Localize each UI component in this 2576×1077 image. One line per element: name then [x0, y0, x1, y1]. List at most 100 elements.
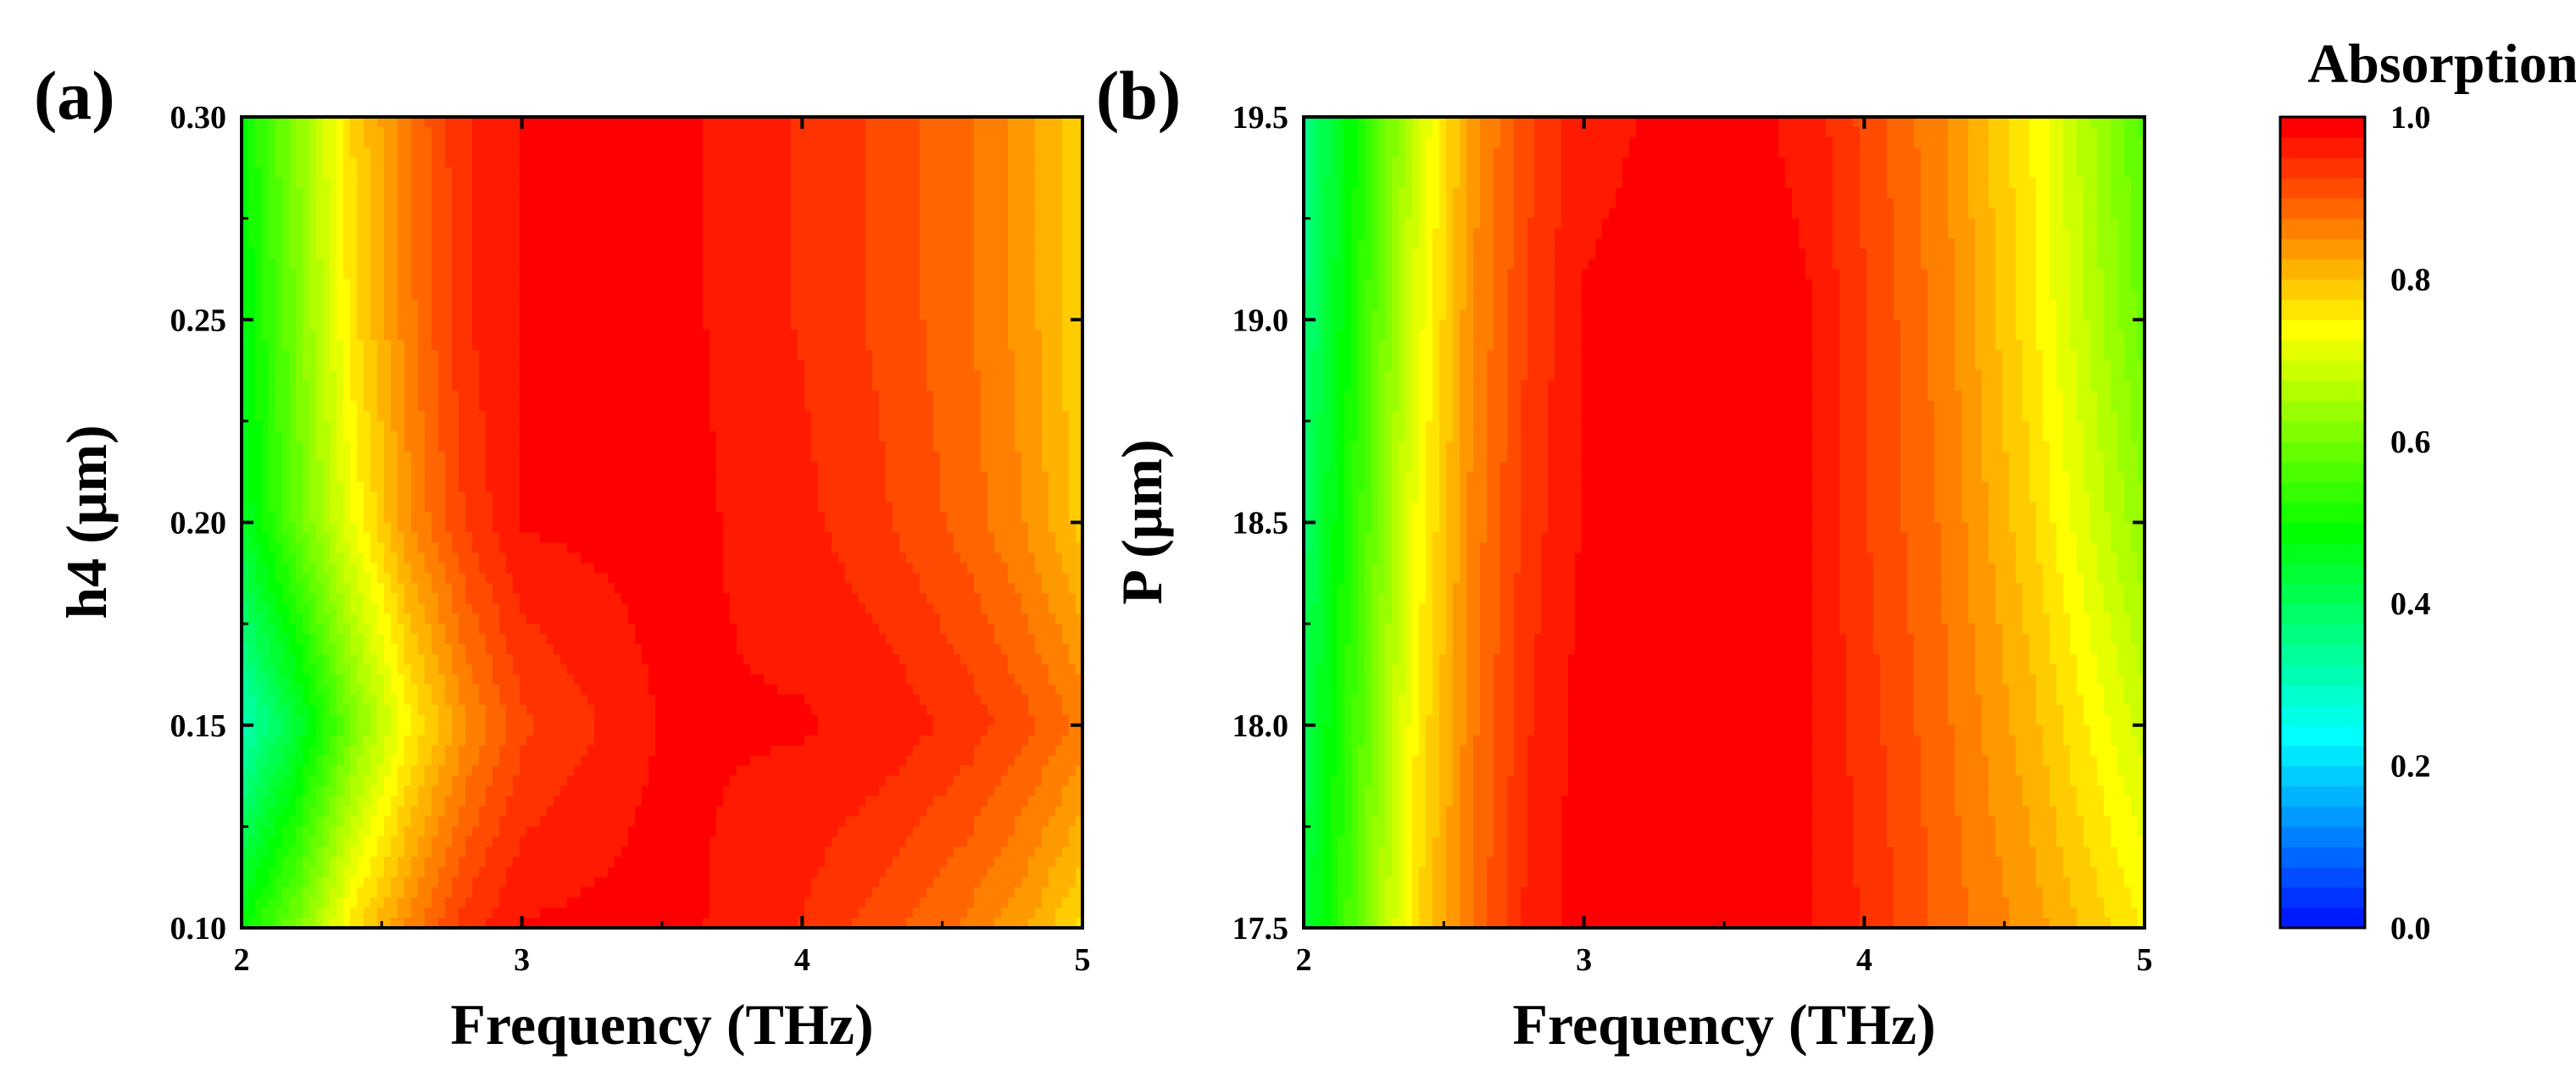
heatmap-cell — [682, 177, 690, 189]
heatmap-cell — [818, 309, 826, 321]
heatmap-cell — [1001, 471, 1009, 483]
heatmap-cell — [703, 471, 710, 483]
heatmap-cell — [601, 167, 609, 179]
heatmap-cell — [825, 400, 832, 412]
heatmap-cell — [540, 481, 548, 493]
heatmap-cell — [676, 289, 683, 301]
heatmap-cell — [669, 309, 676, 321]
heatmap-cell — [438, 420, 446, 432]
heatmap-cell — [757, 340, 765, 351]
heatmap-cell — [275, 380, 283, 391]
heatmap-cell — [282, 248, 290, 260]
heatmap-cell — [431, 330, 439, 341]
heatmap-cell — [513, 197, 520, 209]
heatmap-cell — [574, 441, 581, 452]
heatmap-cell — [282, 177, 290, 189]
heatmap-cell — [750, 410, 758, 422]
heatmap-cell — [431, 481, 439, 493]
heatmap-cell — [777, 218, 785, 230]
heatmap-cell — [1035, 340, 1043, 351]
heatmap-cell — [499, 481, 507, 493]
heatmap-cell — [330, 350, 337, 361]
heatmap-cell — [642, 340, 649, 351]
heatmap-cell — [391, 441, 398, 452]
heatmap-cell — [1035, 360, 1043, 371]
heatmap-cell — [431, 360, 439, 371]
heatmap-cell — [533, 360, 541, 371]
heatmap-cell — [967, 309, 975, 321]
heatmap-cell — [520, 248, 527, 260]
heatmap-cell — [262, 451, 270, 463]
heatmap-cell — [865, 350, 873, 361]
heatmap-cell — [662, 380, 670, 391]
heatmap-cell — [1021, 248, 1029, 260]
heatmap-cell — [282, 380, 290, 391]
heatmap-cell — [1001, 299, 1009, 311]
heatmap-cell — [275, 502, 283, 514]
heatmap-cell — [703, 410, 710, 422]
heatmap-cell — [662, 410, 670, 422]
heatmap-cell — [764, 279, 771, 291]
heatmap-cell — [1028, 218, 1036, 230]
heatmap-cell — [689, 269, 697, 280]
heatmap-cell — [893, 340, 900, 351]
heatmap-cell — [554, 380, 561, 391]
heatmap-cell — [499, 441, 507, 452]
heatmap-cell — [465, 248, 473, 260]
heatmap-cell — [262, 400, 270, 412]
heatmap-cell — [547, 279, 554, 291]
heatmap-cell — [540, 238, 548, 250]
heatmap-cell — [554, 177, 561, 189]
heatmap-cell — [872, 380, 880, 391]
heatmap-cell — [621, 299, 629, 311]
heatmap-cell — [689, 370, 697, 381]
heatmap-cell — [913, 420, 921, 432]
heatmap-cell — [703, 269, 710, 280]
heatmap-cell — [621, 157, 629, 169]
heatmap-cell — [499, 248, 507, 260]
heatmap-cell — [567, 512, 575, 524]
heatmap-cell — [547, 370, 554, 381]
heatmap-cell — [465, 289, 473, 301]
heatmap-cell — [648, 187, 656, 199]
heatmap-cell — [709, 197, 717, 209]
heatmap-cell — [445, 430, 453, 442]
heatmap-cell — [275, 370, 283, 381]
heatmap-cell — [974, 279, 982, 291]
heatmap-cell — [526, 451, 534, 463]
heatmap-cell — [872, 147, 880, 158]
heatmap-cell — [642, 177, 649, 189]
heatmap-cell — [676, 187, 683, 199]
heatmap-cell — [323, 420, 331, 432]
heatmap-cell — [1042, 430, 1049, 442]
heatmap-cell — [255, 117, 263, 128]
heatmap-cell — [954, 350, 961, 361]
heatmap-cell — [906, 512, 914, 524]
heatmap-cell — [364, 430, 371, 442]
heatmap-cell — [296, 309, 303, 321]
heatmap-cell — [777, 400, 785, 412]
heatmap-cell — [974, 390, 982, 402]
heatmap-cell — [486, 218, 493, 230]
heatmap-cell — [418, 177, 426, 189]
heatmap-cell — [621, 279, 629, 291]
heatmap-cell — [364, 512, 371, 524]
heatmap-cell — [1028, 350, 1036, 361]
heatmap-cell — [988, 441, 995, 452]
heatmap-cell — [832, 167, 839, 179]
heatmap-cell — [757, 502, 765, 514]
heatmap-cell — [811, 430, 819, 442]
heatmap-cell — [615, 481, 622, 493]
heatmap-cell — [316, 289, 324, 301]
heatmap-cell — [526, 197, 534, 209]
heatmap-cell — [567, 187, 575, 199]
heatmap-cell — [954, 481, 961, 493]
heatmap-cell — [296, 197, 303, 209]
heatmap-cell — [621, 451, 629, 463]
heatmap-cell — [669, 350, 676, 361]
heatmap-cell — [865, 360, 873, 371]
heatmap-cell — [838, 177, 846, 189]
heatmap-cell — [764, 441, 771, 452]
heatmap-cell — [445, 380, 453, 391]
heatmap-cell — [865, 410, 873, 422]
